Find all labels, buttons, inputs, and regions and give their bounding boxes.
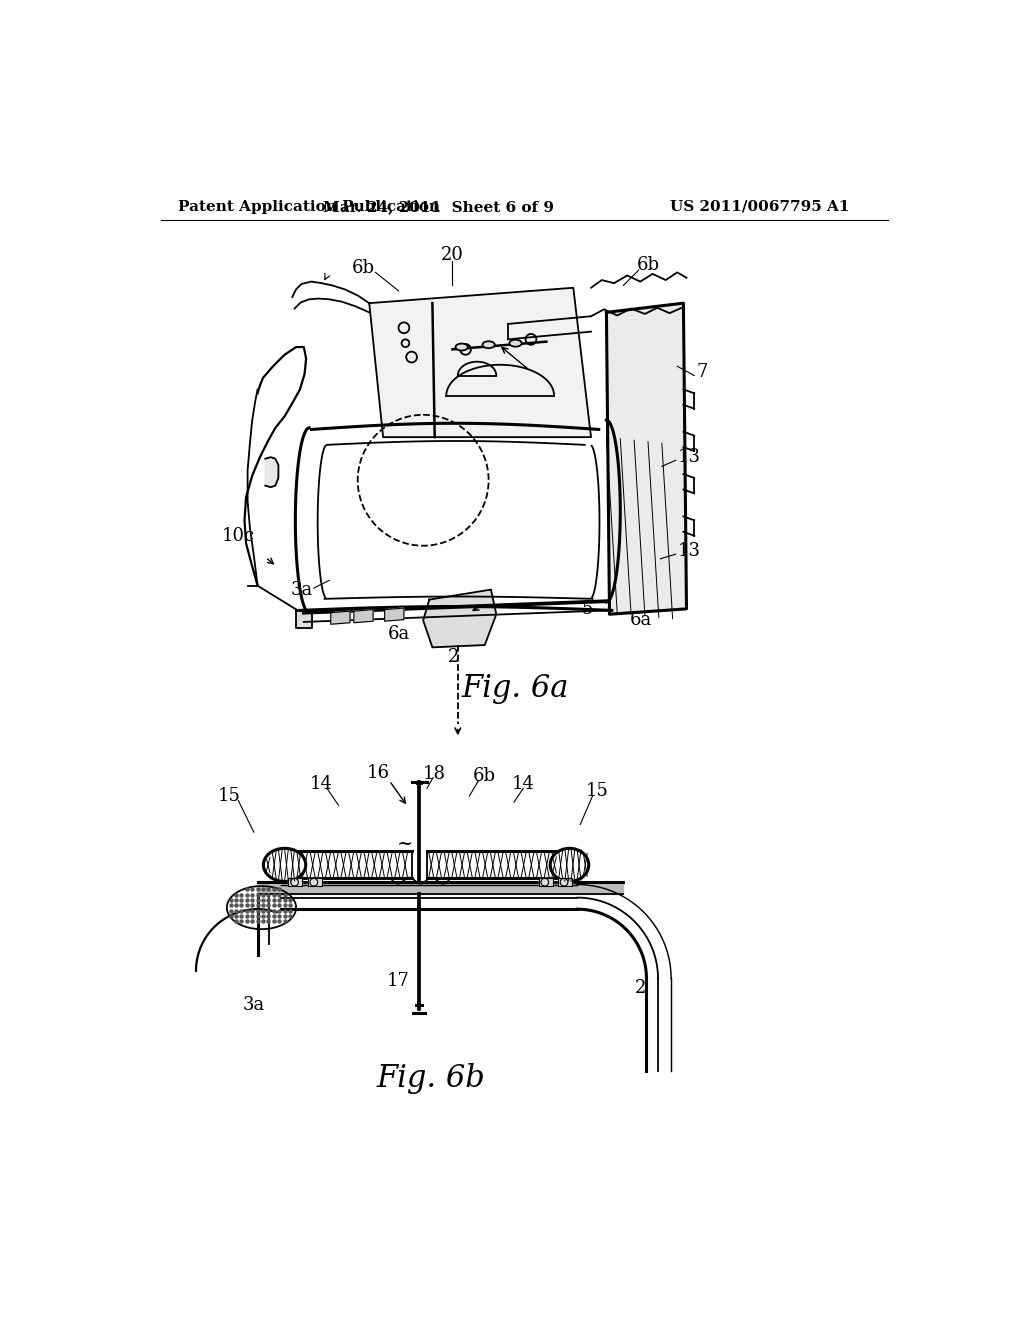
Text: 16: 16: [367, 764, 390, 781]
Polygon shape: [296, 611, 311, 628]
Polygon shape: [370, 288, 591, 437]
Ellipse shape: [263, 849, 306, 882]
Polygon shape: [606, 304, 686, 614]
Text: Patent Application Publication: Patent Application Publication: [178, 199, 440, 214]
Text: Fig. 6a: Fig. 6a: [462, 673, 569, 704]
Text: 14: 14: [512, 775, 535, 792]
Ellipse shape: [482, 342, 495, 348]
Text: 6b: 6b: [637, 256, 659, 273]
Text: 7: 7: [696, 363, 708, 381]
Text: 3a: 3a: [243, 997, 264, 1014]
Text: 2: 2: [635, 979, 646, 998]
Polygon shape: [285, 851, 412, 878]
Text: 5: 5: [581, 599, 593, 618]
Text: 18: 18: [423, 766, 446, 783]
Text: 3a: 3a: [291, 581, 312, 598]
Polygon shape: [558, 878, 571, 886]
Text: 17: 17: [387, 972, 410, 990]
Polygon shape: [331, 611, 350, 624]
Polygon shape: [307, 878, 322, 886]
Text: US 2011/0067795 A1: US 2011/0067795 A1: [670, 199, 849, 214]
Polygon shape: [289, 878, 302, 886]
Ellipse shape: [509, 339, 521, 347]
Polygon shape: [539, 878, 553, 886]
Text: 13: 13: [677, 449, 700, 466]
Text: 20: 20: [441, 246, 464, 264]
Text: 15: 15: [586, 783, 608, 800]
Polygon shape: [427, 851, 569, 878]
Text: ~: ~: [397, 834, 414, 853]
Text: 6a: 6a: [630, 611, 651, 630]
Polygon shape: [258, 882, 624, 894]
Text: 2: 2: [449, 648, 460, 667]
Ellipse shape: [456, 343, 468, 351]
Polygon shape: [423, 590, 497, 647]
Polygon shape: [354, 610, 373, 623]
Text: 6b: 6b: [351, 259, 375, 277]
Polygon shape: [265, 457, 279, 487]
Polygon shape: [385, 609, 403, 622]
Text: 10c: 10c: [221, 527, 255, 545]
Text: Mar. 24, 2011  Sheet 6 of 9: Mar. 24, 2011 Sheet 6 of 9: [323, 199, 554, 214]
Text: 13: 13: [677, 543, 700, 560]
Text: 6b: 6b: [473, 767, 497, 785]
Ellipse shape: [550, 849, 589, 882]
Text: 15: 15: [218, 787, 241, 805]
Text: 6a: 6a: [387, 626, 410, 643]
Text: 14: 14: [310, 775, 333, 792]
Text: Fig. 6b: Fig. 6b: [377, 1063, 485, 1094]
